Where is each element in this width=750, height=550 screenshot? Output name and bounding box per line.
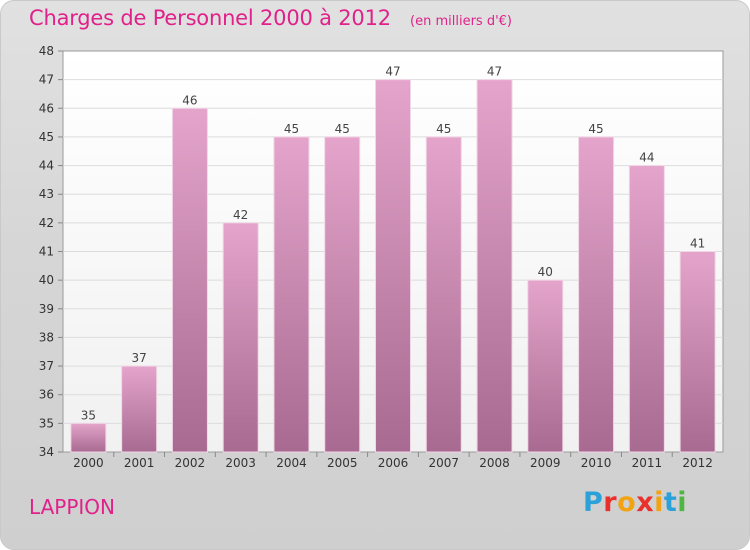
x-tick-label-2007: 2007 — [428, 456, 459, 470]
y-tick-label: 44 — [39, 159, 54, 173]
y-tick-label: 42 — [39, 216, 54, 230]
data-label-2003: 42 — [233, 208, 248, 222]
x-tick-label-2001: 2001 — [124, 456, 155, 470]
y-tick-label: 38 — [39, 330, 54, 344]
x-tick-label-2012: 2012 — [682, 456, 713, 470]
brand-letter: r — [603, 487, 618, 518]
x-tick-label-2004: 2004 — [276, 456, 307, 470]
data-label-2001: 37 — [132, 351, 147, 365]
y-tick-label: 41 — [39, 245, 54, 259]
data-label-2000: 35 — [81, 408, 96, 422]
x-tick-label-2009: 2009 — [530, 456, 561, 470]
bar-2005[interactable] — [324, 136, 361, 453]
brand-letter: t — [663, 487, 678, 518]
chart-title: Charges de Personnel 2000 à 2012 — [29, 6, 391, 30]
data-label-2010: 45 — [588, 122, 603, 136]
x-tick-label-2000: 2000 — [73, 456, 104, 470]
bar-2002[interactable] — [171, 107, 208, 453]
y-tick-label: 46 — [39, 101, 54, 115]
bar-2004[interactable] — [273, 136, 310, 453]
bar-2006[interactable] — [375, 79, 411, 453]
y-tick-label: 48 — [39, 44, 54, 58]
bar-2003[interactable] — [222, 222, 259, 453]
x-tick-label-2002: 2002 — [175, 456, 206, 470]
y-tick-label: 43 — [39, 187, 54, 201]
title-row: Charges de Personnel 2000 à 2012 (en mil… — [29, 6, 512, 30]
data-label-2004: 45 — [284, 122, 299, 136]
brand-letter: i — [677, 487, 688, 518]
bar-2008[interactable] — [476, 79, 513, 453]
bar-2010[interactable] — [578, 136, 615, 453]
data-label-2002: 46 — [182, 93, 197, 107]
y-tick-label: 37 — [39, 359, 54, 373]
y-tick-label: 45 — [39, 130, 54, 144]
y-tick-label: 40 — [39, 273, 54, 287]
brand-letter: o — [617, 487, 637, 518]
x-tick-label-2003: 2003 — [225, 456, 256, 470]
y-axis: 34 35 36 37 38 39 40 41 42 43 44 45 46 47 48 — [39, 44, 63, 459]
data-label-2009: 40 — [538, 265, 553, 279]
y-tick-label: 36 — [39, 388, 54, 402]
y-tick-label: 47 — [39, 73, 54, 87]
chart-subtitle: (en milliers d'€) — [410, 14, 512, 29]
data-label-2006: 47 — [385, 65, 400, 79]
x-tick-label-2011: 2011 — [632, 456, 663, 470]
y-tick-label: 39 — [39, 302, 54, 316]
data-label-2005: 45 — [335, 122, 350, 136]
data-label-2012: 41 — [690, 237, 705, 251]
bar-2009[interactable] — [527, 279, 564, 453]
y-tick-label: 34 — [39, 445, 54, 459]
data-label-2008: 47 — [487, 65, 502, 79]
commune-name: LAPPION — [29, 495, 116, 519]
x-axis: 2000 2001 2002 2003 2004 2005 2006 2007 2008 2009… — [73, 452, 713, 470]
data-label-2007: 45 — [436, 122, 451, 136]
brand-letter: i — [654, 487, 664, 518]
brand-letter: P — [583, 487, 604, 518]
bar-2007[interactable] — [425, 136, 462, 453]
bars: 35 37 46 42 45 45 47 45 47 40 45 44 41 — [70, 65, 716, 453]
x-tick-label-2010: 2010 — [581, 456, 612, 470]
brand-letter: x — [636, 487, 655, 518]
y-tick-label: 35 — [39, 416, 54, 430]
x-tick-label-2008: 2008 — [479, 456, 510, 470]
bar-2011[interactable] — [628, 165, 665, 453]
proxiti-logo[interactable]: Proxiti — [583, 487, 687, 518]
bar-2000[interactable] — [70, 422, 107, 453]
x-tick-label-2006: 2006 — [378, 456, 409, 470]
data-label-2011: 44 — [639, 151, 654, 165]
bar-2001[interactable] — [121, 365, 158, 453]
bar-2012[interactable] — [679, 251, 716, 453]
x-tick-label-2005: 2005 — [327, 456, 358, 470]
